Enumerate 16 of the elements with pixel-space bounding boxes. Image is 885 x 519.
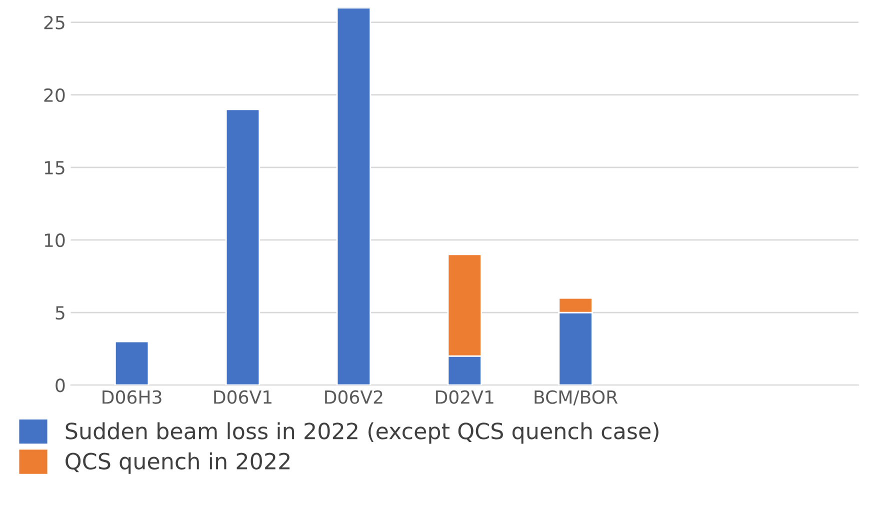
legend-label: Sudden beam loss in 2022 (except QCS quench case) [66,422,658,444]
bar [336,8,372,386]
bar [114,340,150,386]
bar [225,108,260,386]
x-tick-label: D02V1 [436,390,494,404]
y-tick-label: 10 [44,233,65,248]
y-tick-label: 0 [56,378,65,392]
legend-label: QCS quench in 2022 [66,452,290,474]
y-tick-label: 25 [44,16,64,30]
y-tick-label: 5 [56,306,64,320]
x-tick-label: D06H3 [102,390,162,404]
x-tick-label: BCM/BOR [534,390,618,406]
x-tick-label: D06V1 [214,390,272,404]
y-tick-label: 15 [44,161,64,175]
x-tick-label: D06V2 [325,390,382,404]
y-tick-label: 20 [44,88,65,102]
